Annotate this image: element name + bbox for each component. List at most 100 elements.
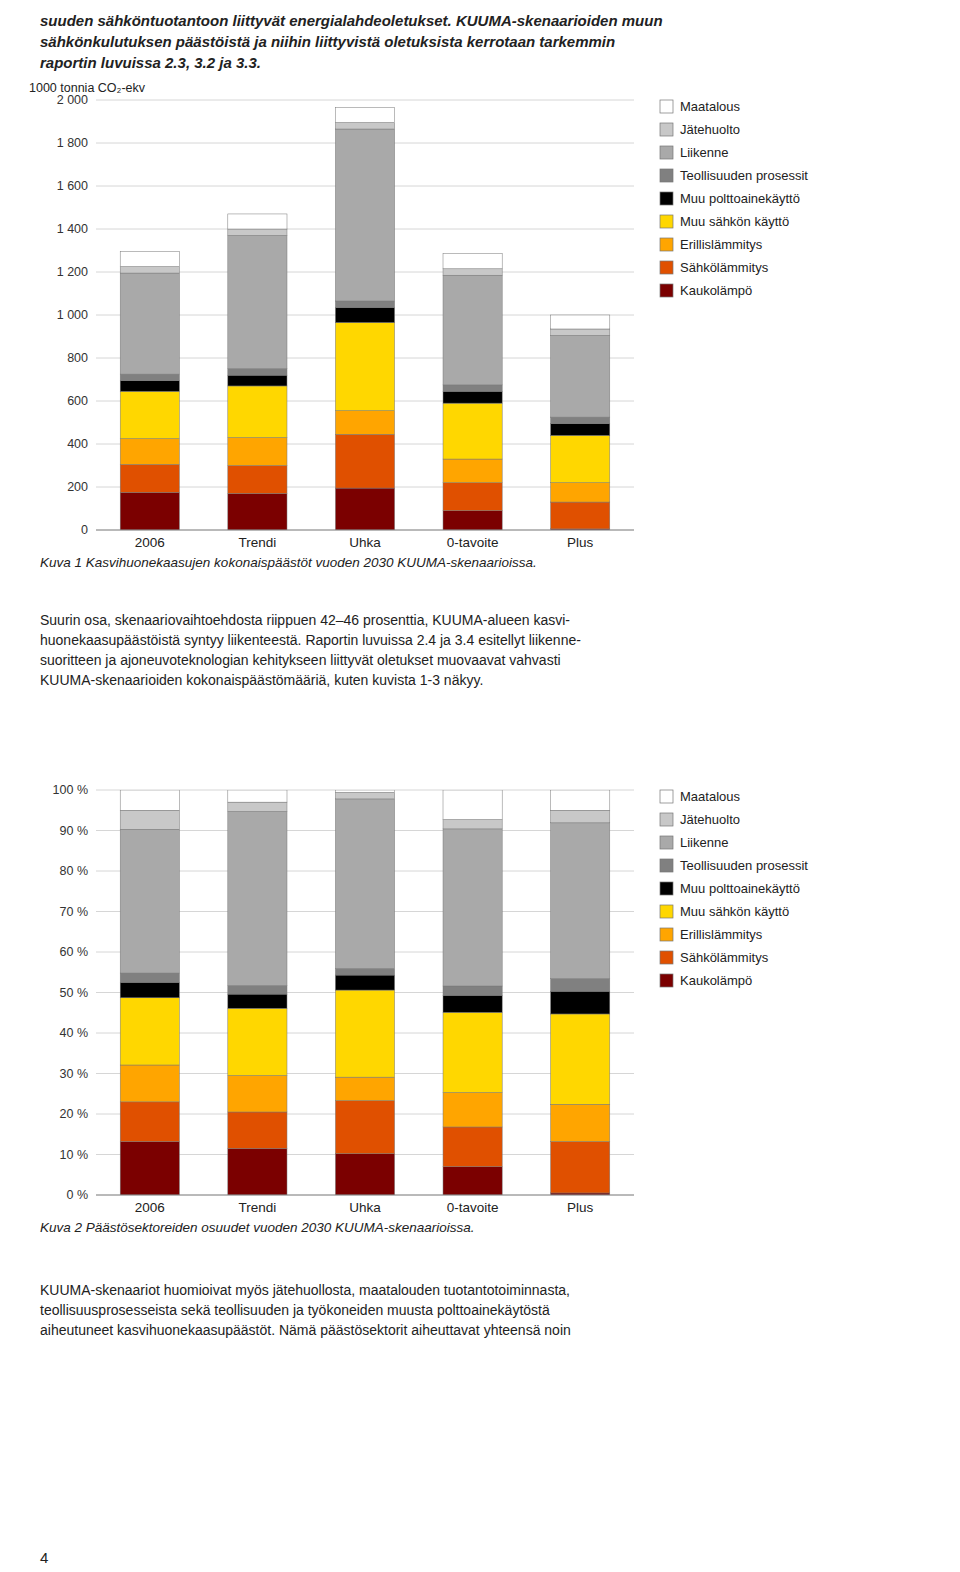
grid-line [96,530,634,531]
bar-segment [120,391,179,438]
y-tick-label: 10 % [60,1148,89,1162]
bar-segment [335,969,394,975]
body-text: teollisuusprosesseista sekä teollisuuden… [40,1302,550,1318]
bar-segment [335,1154,394,1195]
chart-caption: Kuva 2 Päästösektoreiden osuudet vuoden … [40,1220,475,1235]
x-tick-label: Plus [567,535,594,550]
legend-swatch [660,215,673,228]
legend-swatch [660,951,673,964]
body-text: huonekaasupäästöistä syntyy liikenteestä… [40,632,581,648]
chart: 02004006008001 0001 2001 4001 6001 8002 … [29,81,808,570]
bar-segment [228,214,287,229]
legend-swatch [660,859,673,872]
bar-segment [335,1077,394,1100]
bar-segment [443,1093,502,1127]
bar-segment [335,411,394,435]
bar-segment [120,790,179,810]
bar-segment [335,108,394,123]
bar-segment [335,792,394,798]
chart: 0 %10 %20 %30 %40 %50 %60 %70 %80 %90 %1… [40,783,808,1235]
bar-segment [120,982,179,997]
bar-segment [551,1014,610,1104]
legend-label: Teollisuuden prosessit [680,858,808,873]
bar-segment [120,1102,179,1142]
bar-segment [443,790,502,820]
header-text: raportin luvuissa 2.3, 3.2 ja 3.3. [40,54,261,71]
legend-label: Erillislämmitys [680,927,763,942]
bar-segment [443,459,502,483]
legend-swatch [660,928,673,941]
bar-segment [228,1076,287,1112]
x-tick-label: Trendi [239,1200,277,1215]
legend-label: Teollisuuden prosessit [680,168,808,183]
y-tick-label: 1 800 [57,136,88,150]
bar-segment [228,986,287,995]
bar-segment [551,790,610,810]
y-tick-label: 60 % [60,945,89,959]
bar-segment [120,439,179,465]
bar-segment [120,267,179,273]
x-tick-label: 2006 [135,1200,165,1215]
bar-segment [228,790,287,802]
x-tick-label: Trendi [239,535,277,550]
bar-segment [228,369,287,375]
bar-segment [228,1148,287,1195]
legend-label: Sähkölämmitys [680,950,769,965]
bar-segment [443,403,502,459]
bar-segment [335,990,394,1077]
bar-segment [335,301,394,307]
y-tick-label: 30 % [60,1067,89,1081]
legend-swatch [660,974,673,987]
bar-segment [335,1101,394,1154]
bar-segment [335,323,394,411]
bar-segment [120,998,179,1065]
legend-swatch [660,192,673,205]
legend-label: Muu polttoainekäyttö [680,191,800,206]
x-axis-line [96,1195,634,1196]
y-tick-label: 80 % [60,864,89,878]
bar-segment [551,1104,610,1141]
x-axis-line [96,530,634,531]
bar-segment [443,391,502,403]
legend: MaatalousJätehuoltoLiikenneTeollisuuden … [660,99,808,298]
y-tick-label: 1 400 [57,222,88,236]
bar-segment [335,488,394,530]
grid-line [96,100,634,101]
bar-segment [228,802,287,811]
bar-segment [335,799,394,969]
bar-segment [120,374,179,380]
bar-segment [228,493,287,530]
legend-label: Muu polttoainekäyttö [680,881,800,896]
y-tick-label: 800 [67,351,88,365]
legend-label: Erillislämmitys [680,237,763,252]
y-tick-label: 200 [67,480,88,494]
x-tick-label: Uhka [349,535,381,550]
y-tick-label: 50 % [60,986,89,1000]
bar-segment [443,820,502,829]
legend-swatch [660,261,673,274]
y-tick-label: 0 [81,523,88,537]
bar-segment [551,417,610,423]
y-tick-label: 400 [67,437,88,451]
bar-segment [228,229,287,235]
bar-segment [443,1127,502,1167]
y-tick-label: 2 000 [57,93,88,107]
bar-segment [120,1142,179,1195]
legend-label: Kaukolämpö [680,973,752,988]
bar-segment [551,823,610,979]
bar-segment [228,811,287,985]
bar-segment [120,464,179,492]
legend-label: Maatalous [680,789,740,804]
bar-segment [443,986,502,995]
body-text: Suurin osa, skenaariovaihtoehdosta riipp… [40,612,570,628]
body-text: KUUMA-skenaariot huomioivat myös jätehuo… [40,1282,570,1298]
bar-segment [443,1012,502,1092]
bar-segment [551,502,610,529]
legend-swatch [660,790,673,803]
y-axis-label: 1000 tonnia CO₂-ekv [29,81,146,95]
legend-label: Sähkölämmitys [680,260,769,275]
legend-label: Muu sähkön käyttö [680,904,789,919]
bar-segment [551,979,610,992]
x-tick-label: 0-tavoite [447,535,499,550]
bar-segment [335,434,394,488]
